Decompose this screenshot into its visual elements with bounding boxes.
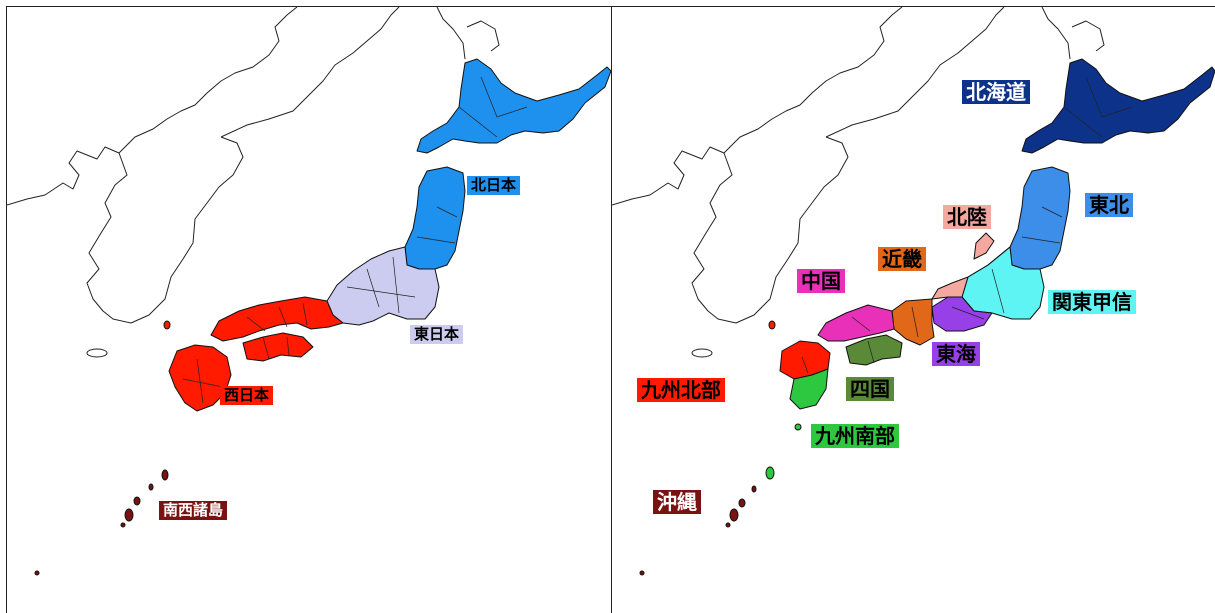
jeju-island [691, 348, 713, 358]
region-label-shikoku: 四国 [846, 377, 894, 401]
region-okinawa-islands [639, 466, 775, 576]
jeju-island [86, 348, 108, 358]
region-label-kyushu-nanbu: 九州南部 [811, 424, 899, 448]
region-label-higashi-nihon: 東日本 [410, 325, 464, 344]
japan-map-3-regions [7, 7, 611, 576]
map-panel-right: 北海道 東北 北陸 近畿 中国 関東甲信 東海 四国 九州北部 九州南部 沖縄 [612, 6, 1215, 613]
region-label-tohoku: 東北 [1085, 193, 1133, 217]
region-hokkaido [1021, 58, 1215, 154]
region-nansei-shoto-islands [34, 469, 169, 576]
region-label-tokai: 東海 [932, 342, 980, 366]
sakhalin-coastline [1041, 7, 1071, 60]
region-label-nansei-shoto: 南西諸島 [159, 501, 228, 520]
region-kyushu-nanbu [789, 368, 829, 410]
region-label-hokuriku: 北陸 [943, 205, 991, 229]
korea-coastline [691, 136, 849, 324]
region-label-okinawa: 沖縄 [653, 490, 701, 514]
mainland-coastline [7, 7, 298, 206]
yakushima-island [794, 423, 802, 431]
region-label-kinki: 近畿 [878, 247, 926, 271]
region-label-kanto-koshin: 関東甲信 [1048, 290, 1136, 314]
tsushima-island [163, 320, 171, 330]
bay-coastline [466, 20, 500, 52]
map-panel-left: 北日本 東日本 西日本 南西諸島 [6, 6, 612, 613]
region-nishi-nihon-kyushu [168, 344, 232, 412]
region-kita-nihon-hokkaido [416, 58, 611, 154]
region-chugoku [817, 304, 895, 342]
region-label-chugoku: 中国 [797, 269, 845, 293]
prefecture-borders [801, 76, 1133, 374]
russia-coastline [825, 7, 1005, 138]
region-nishi-nihon-honshu [210, 296, 344, 342]
region-kita-nihon-tohoku [404, 166, 466, 270]
region-kinki [891, 298, 935, 346]
bay-coastline [1071, 20, 1105, 52]
korea-coastline [86, 136, 244, 324]
region-label-kita-nihon: 北日本 [467, 176, 521, 195]
region-label-nishi-nihon: 西日本 [220, 386, 274, 405]
region-hokuriku-noto [973, 232, 995, 260]
region-label-kyushu-hokubu: 九州北部 [637, 378, 725, 402]
region-higashi-nihon [326, 246, 440, 326]
mainland-coastline [612, 7, 903, 206]
sakhalin-coastline [436, 7, 466, 60]
region-nishi-nihon-shikoku [242, 332, 314, 362]
prefecture-borders [182, 76, 528, 404]
region-tohoku [1009, 166, 1071, 270]
region-label-hokkaido: 北海道 [962, 80, 1030, 104]
region-tokai [931, 296, 993, 332]
tsushima-island [768, 320, 776, 330]
japan-map-11-regions [612, 7, 1215, 576]
russia-coastline [220, 7, 400, 138]
region-shikoku [845, 334, 903, 366]
